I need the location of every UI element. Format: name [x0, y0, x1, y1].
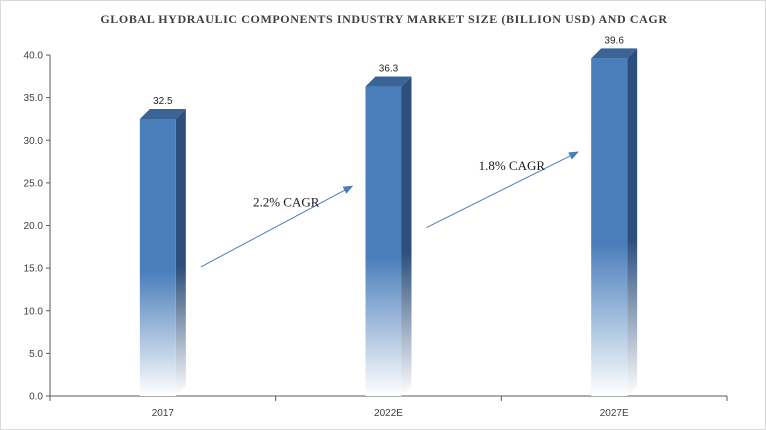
- bar-side: [175, 108, 186, 396]
- data-label: 39.6: [604, 35, 624, 46]
- cagr-label: 1.8% CAGR: [479, 158, 546, 173]
- bar-side: [401, 76, 412, 396]
- annotations: 2.2% CAGR 1.8% CAGR: [200, 151, 579, 268]
- y-axis: 0.0 5.0 10.0 15.0 20.0 25.0 30.0 35.0 40.0: [24, 51, 51, 403]
- y-tick-label: 0.0: [29, 392, 43, 403]
- cagr-arrow: [200, 185, 354, 268]
- bar: [139, 118, 176, 396]
- bars: 32.5 36.3 39.6: [139, 35, 638, 396]
- y-tick-label: 25.0: [24, 178, 44, 189]
- chart-title: GLOBAL HYDRAULIC COMPONENTS INDUSTRY MAR…: [100, 12, 668, 26]
- cagr-arrow: [426, 151, 579, 228]
- bar-top: [139, 108, 186, 119]
- y-tick-label: 30.0: [24, 136, 44, 147]
- x-tick-label: 2022E: [374, 408, 403, 419]
- x-tick-label: 2017: [152, 408, 175, 419]
- x-tick-label: 2027E: [600, 408, 629, 419]
- bar-top: [591, 48, 638, 59]
- bar-side: [627, 48, 638, 396]
- y-tick-label: 40.0: [24, 51, 44, 62]
- x-axis: 2017 2022E 2027E: [49, 395, 728, 419]
- data-label: 36.3: [379, 64, 399, 75]
- y-tick-label: 20.0: [24, 221, 44, 232]
- y-tick-label: 5.0: [29, 349, 43, 360]
- bar: [591, 58, 628, 396]
- bar: [365, 86, 402, 396]
- y-tick-label: 15.0: [24, 264, 44, 275]
- y-tick-label: 35.0: [24, 93, 44, 104]
- y-tick-label: 10.0: [24, 306, 44, 317]
- cagr-label: 2.2% CAGR: [253, 195, 320, 210]
- bar-top: [365, 76, 412, 87]
- data-label: 32.5: [153, 96, 173, 107]
